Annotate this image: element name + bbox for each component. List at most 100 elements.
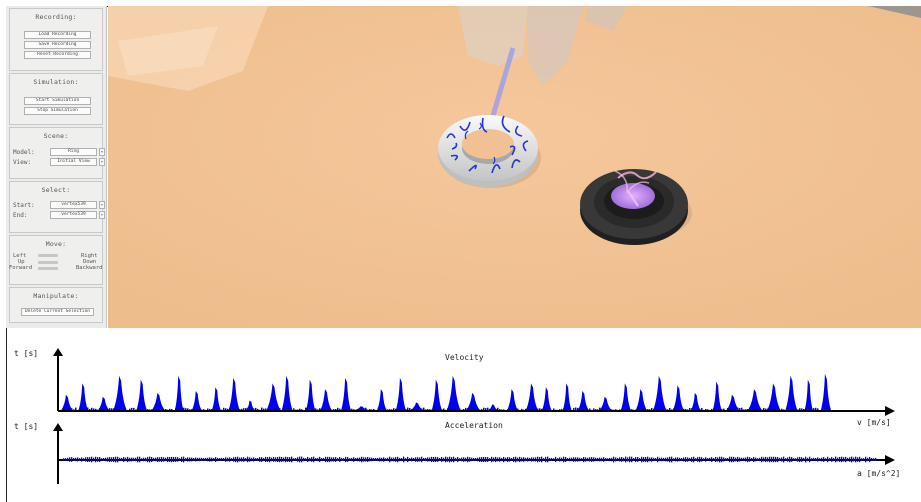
velocity-noise-bar [789,408,791,410]
acceleration-noise-bar [201,457,203,461]
velocity-noise-bar [651,408,653,410]
velocity-noise-bar [707,409,709,410]
velocity-noise-bar [699,408,701,410]
acceleration-noise-bar [175,457,177,462]
acceleration-noise-bar [851,456,853,463]
velocity-noise-bar [813,408,815,410]
velocity-noise-bar [589,408,591,410]
acceleration-noise-bar [561,457,563,462]
end-vertex-select[interactable]: vertex539 [50,211,97,219]
acceleration-noise-bar [337,458,339,461]
acceleration-noise-bar [99,457,101,462]
acceleration-noise-bar [725,458,727,461]
velocity-noise-bar [639,409,641,410]
acceleration-noise-bar [275,457,277,462]
acceleration-noise-bar [799,457,801,463]
view-dropdown-arrow-icon[interactable]: ▾ [99,158,105,166]
acceleration-noise-bar [247,456,249,463]
view-select[interactable]: Initial View [50,158,97,166]
start-vertex-select[interactable]: vertex539 [50,201,97,209]
acceleration-noise-bar [589,457,591,462]
velocity-noise-bar [803,409,805,410]
acceleration-noise-bar [369,457,371,462]
acceleration-noise-bar [683,457,685,462]
reset-recording-button[interactable]: Reset Recording [24,51,91,59]
model-select[interactable]: Ring [50,148,97,156]
acceleration-noise-bar [479,457,481,462]
save-recording-button[interactable]: Save Recording [24,41,91,49]
velocity-noise-bar [347,409,349,410]
stop-simulation-button[interactable]: Stop Simulation [24,107,91,115]
torus-ring-model[interactable] [438,115,538,187]
start-simulation-button[interactable]: Start Simulation [24,97,91,105]
acceleration-noise-bar [423,457,425,461]
velocity-noise-bar [349,409,351,410]
target-disc-model[interactable] [580,169,692,245]
acceleration-noise-bar [727,458,729,461]
delete-selection-button[interactable]: Delete Current Selection [21,308,94,316]
velocity-noise-bar [165,409,167,410]
acceleration-noise-bar [599,457,601,462]
velocity-noise-bar [601,408,603,410]
acceleration-noise-bar [119,457,121,462]
velocity-noise-bar [327,409,329,410]
up-down-slider[interactable] [38,261,58,264]
velocity-noise-bar [403,407,405,410]
velocity-noise-bar [733,408,735,410]
velocity-noise-bar [737,407,739,410]
model-dropdown-arrow-icon[interactable]: ▾ [99,148,105,156]
move-title: Move: [45,240,67,248]
acceleration-noise-bar [541,456,543,463]
acceleration-noise-bar [829,458,831,461]
velocity-noise-bar [177,408,179,410]
left-right-slider[interactable] [38,254,58,257]
start-dropdown-arrow-icon[interactable]: ▾ [99,201,105,209]
acceleration-noise-bar [875,457,877,461]
velocity-noise-bar [373,409,375,410]
velocity-peak [748,389,762,410]
velocity-noise-bar [275,408,277,410]
acceleration-noise-bar [565,457,567,462]
acceleration-noise-bar [581,458,583,461]
velocity-noise-bar [623,408,625,410]
velocity-peak [785,375,798,410]
velocity-noise-bar [649,409,651,410]
forward-backward-slider[interactable] [38,267,58,270]
acceleration-noise-bar [717,457,719,462]
velocity-noise-bar [119,407,121,410]
velocity-noise-bar [185,408,187,410]
velocity-noise-bar [143,408,145,410]
velocity-noise-bar [381,407,383,410]
model-label: Model: [13,149,35,156]
select-title: Select: [41,186,71,194]
acceleration-noise-bar [785,458,787,461]
acceleration-noise-bar [365,457,367,462]
velocity-peak [281,375,293,410]
velocity-noise-bar [771,408,773,410]
velocity-noise-bar [503,409,505,410]
acceleration-noise-bar [665,457,667,462]
3d-viewport[interactable] [108,6,921,328]
load-recording-button[interactable]: Load Recording [24,31,91,39]
velocity-noise-bar [395,408,397,410]
acceleration-noise-bar [399,457,401,462]
velocity-noise-bar [217,408,219,410]
velocity-noise-bar [611,409,613,410]
velocity-noise-bar [787,407,789,410]
acceleration-noise-bar [261,457,263,462]
acceleration-noise-bar [513,457,515,463]
velocity-noise-bar [249,408,251,410]
acceleration-noise-bar [129,457,131,462]
end-dropdown-arrow-icon[interactable]: ▾ [99,211,105,219]
velocity-noise-bar [137,408,139,410]
acceleration-noise-bar [323,458,325,461]
acceleration-noise-bar [603,457,605,462]
acceleration-noise-bar [163,457,165,462]
velocity-noise-bar [497,407,499,410]
velocity-noise-bar [559,409,561,410]
acceleration-noise-bar [635,457,637,462]
acceleration-noise-bar [617,457,619,462]
acceleration-noise-bar [545,456,547,463]
velocity-noise-bar [365,407,367,410]
acceleration-noise-bar [103,458,105,461]
